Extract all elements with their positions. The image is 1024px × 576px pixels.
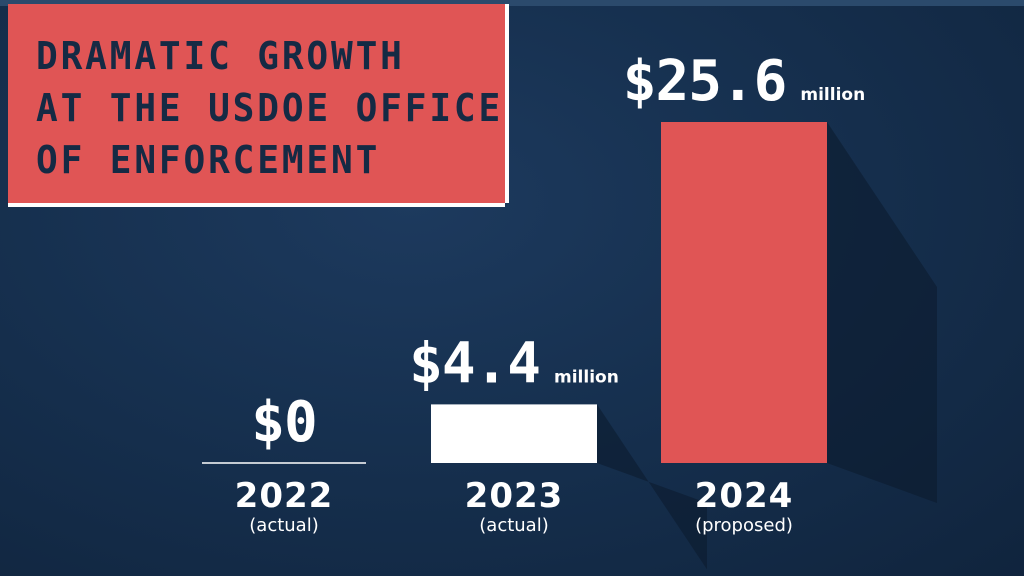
bar-shadow-2024 — [827, 122, 937, 503]
title-line-2: AT THE USDOE OFFICE — [36, 86, 504, 130]
value-label-2023: $4.4 million — [409, 331, 619, 396]
value-label-2024: $25.6 million — [623, 49, 865, 114]
year-label-2023: 2023 — [465, 476, 564, 516]
title-box: DRAMATIC GROWTH AT THE USDOE OFFICE OF E… — [8, 4, 505, 203]
year-label-2022: 2022 — [235, 476, 334, 516]
note-label-2024: (proposed) — [695, 515, 793, 536]
note-label-2022: (actual) — [249, 515, 318, 536]
year-label-2024: 2024 — [695, 476, 794, 516]
title-line-3: OF ENFORCEMENT — [36, 138, 381, 182]
bar-shadow-2023 — [597, 404, 707, 570]
bar-2024 — [661, 122, 827, 463]
top-border — [0, 0, 1024, 6]
value-label-2022: $0 — [251, 390, 316, 455]
title-line-1: DRAMATIC GROWTH — [36, 34, 405, 78]
bar-2023 — [431, 404, 597, 463]
note-label-2023: (actual) — [479, 515, 548, 536]
